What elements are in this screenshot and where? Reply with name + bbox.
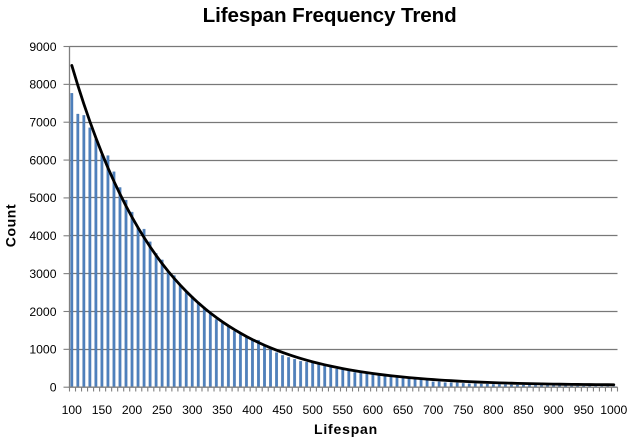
svg-text:800: 800 xyxy=(483,403,504,417)
svg-text:1000: 1000 xyxy=(29,343,56,357)
svg-text:550: 550 xyxy=(333,403,354,417)
svg-text:9000: 9000 xyxy=(29,40,56,54)
svg-text:Lifespan: Lifespan xyxy=(314,421,378,437)
svg-text:300: 300 xyxy=(182,403,203,417)
svg-text:750: 750 xyxy=(453,403,474,417)
svg-text:Lifespan Frequency Trend: Lifespan Frequency Trend xyxy=(203,4,457,27)
svg-text:250: 250 xyxy=(152,403,173,417)
svg-text:650: 650 xyxy=(393,403,414,417)
svg-text:700: 700 xyxy=(423,403,444,417)
svg-text:0: 0 xyxy=(50,381,57,395)
svg-text:3000: 3000 xyxy=(29,267,56,281)
svg-text:600: 600 xyxy=(363,403,384,417)
svg-text:500: 500 xyxy=(303,403,324,417)
svg-text:Count: Count xyxy=(2,204,18,247)
svg-text:8000: 8000 xyxy=(29,78,56,92)
svg-text:5000: 5000 xyxy=(29,191,56,205)
svg-text:2000: 2000 xyxy=(29,305,56,319)
svg-text:1000: 1000 xyxy=(600,403,627,417)
svg-text:450: 450 xyxy=(272,403,293,417)
svg-text:950: 950 xyxy=(573,403,594,417)
svg-text:400: 400 xyxy=(242,403,263,417)
svg-text:850: 850 xyxy=(513,403,534,417)
svg-text:100: 100 xyxy=(62,403,83,417)
svg-text:350: 350 xyxy=(212,403,233,417)
svg-text:200: 200 xyxy=(122,403,143,417)
svg-text:6000: 6000 xyxy=(29,153,56,167)
svg-text:7000: 7000 xyxy=(29,116,56,130)
svg-text:150: 150 xyxy=(92,403,113,417)
svg-text:4000: 4000 xyxy=(29,229,56,243)
svg-text:900: 900 xyxy=(543,403,564,417)
